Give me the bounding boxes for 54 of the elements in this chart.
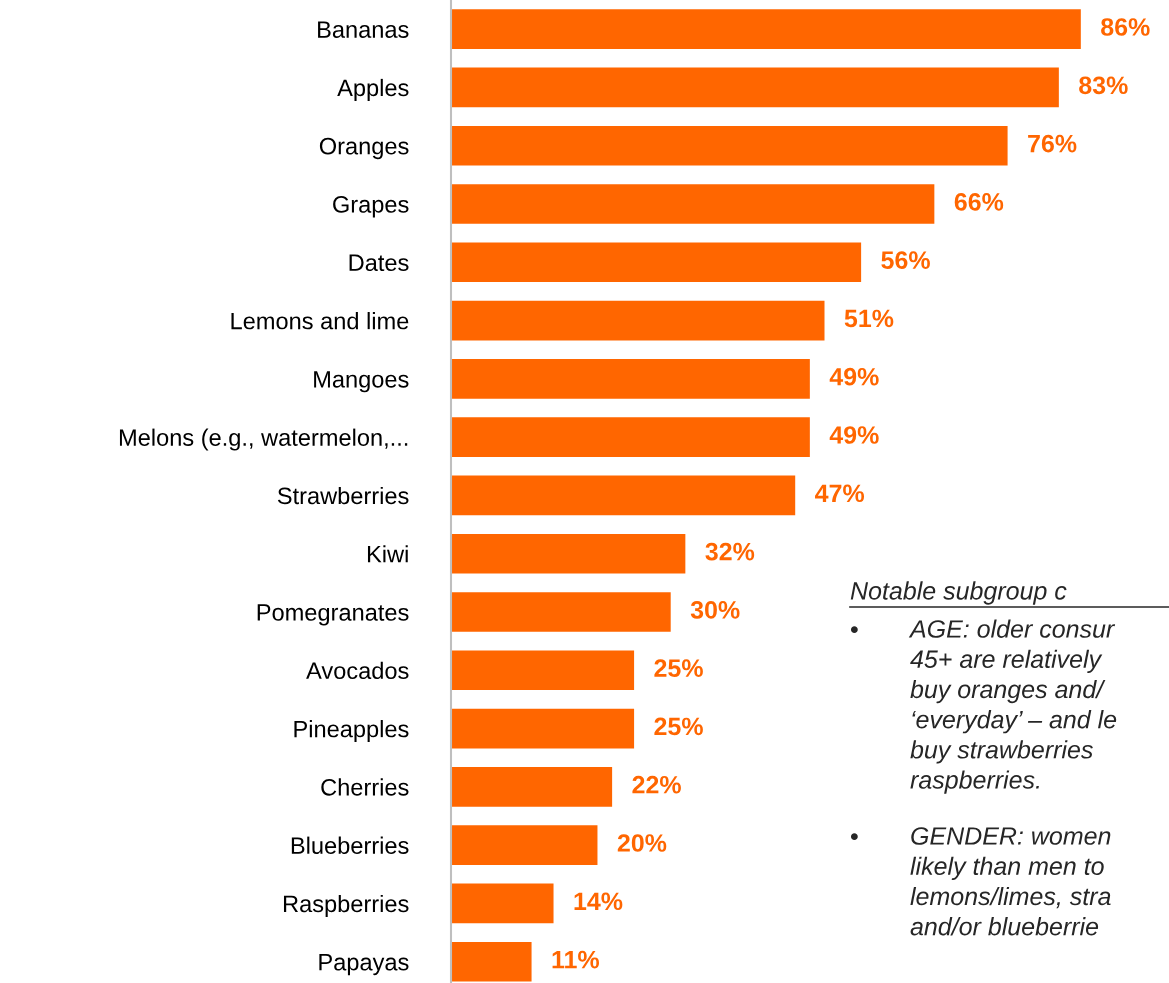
bar (451, 9, 1081, 49)
bar (451, 883, 554, 924)
data-label: 11% (552, 950, 600, 969)
y-tick-label: Apples (337, 78, 409, 101)
y-tick-label: Grapes (333, 196, 409, 218)
data-label: 14% (574, 892, 623, 911)
data-label: 22% (632, 775, 681, 794)
bar (451, 475, 796, 516)
data-label: 25% (654, 717, 703, 736)
data-label: 30% (690, 601, 740, 619)
text: •GENDER: women likely than men to lemons/limes, stra and/or blueberrie (850, 827, 1111, 936)
y-tick-label: Pineapples (294, 720, 409, 743)
data-label: 86% (1101, 18, 1150, 36)
bar (451, 592, 671, 632)
data-label: 51% (844, 309, 894, 328)
data-label: 49% (829, 426, 879, 444)
annotation: Notable subgroup c (850, 581, 1067, 605)
y-tick-label: Pomegranates (257, 604, 409, 626)
y-tick-label: Mangoes (314, 371, 409, 393)
bar (451, 767, 613, 807)
data-label: 49% (829, 367, 879, 386)
y-tick-label: Oranges (319, 137, 409, 160)
y-tick-label: Bananas (318, 21, 409, 38)
bar (451, 417, 810, 457)
data-label: 25% (654, 659, 703, 677)
data-label: 66% (954, 193, 1004, 211)
data-label: 83% (1079, 76, 1128, 95)
text: •AGE: older consur 45+ are relatively buy oranges and/ ‘everyday’ – and le buy strawberries raspberries. (850, 619, 1117, 794)
bar (451, 300, 825, 341)
y-tick-label: Dates (349, 254, 409, 272)
bar (451, 67, 1059, 108)
bar (451, 125, 1008, 166)
y-tick-label: Papayas (319, 954, 409, 976)
data-label: 20% (617, 834, 667, 852)
data-label: 56% (881, 251, 930, 269)
bar (451, 708, 635, 749)
data-label: 32% (705, 542, 755, 561)
y-tick-label: Kiwi (367, 545, 408, 563)
y-tick-label: Cherries (321, 778, 409, 796)
bar (451, 533, 686, 574)
data-label: 76% (1028, 134, 1077, 153)
bar (451, 242, 862, 283)
bar (451, 941, 532, 982)
bar (451, 184, 935, 224)
bar (451, 359, 810, 399)
y-tick-label: Strawberries (277, 486, 409, 505)
y-tick-label: Lemons and lime (231, 312, 409, 330)
data-label: 47% (815, 484, 865, 503)
y-tick-label: Blueberries (291, 836, 409, 854)
bar (451, 825, 598, 865)
y-tick-label: Melons (e.g., watermelon,... (119, 428, 408, 451)
y-tick-label: Avocados (306, 661, 409, 680)
y-tick-label: Raspberries (283, 894, 409, 917)
bar (451, 650, 635, 691)
